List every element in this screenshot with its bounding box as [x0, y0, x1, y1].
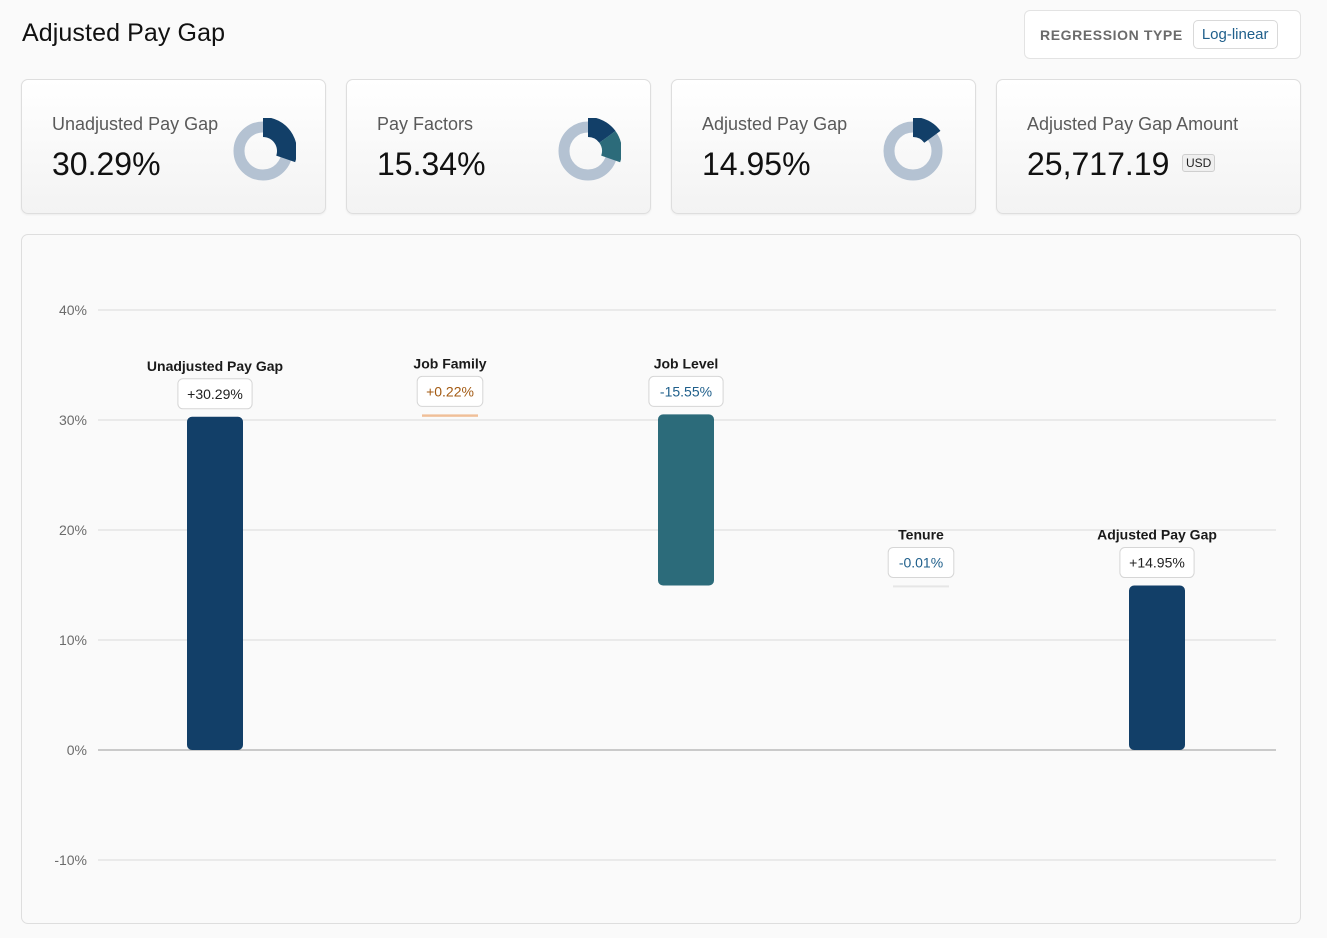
value-label: +0.22% — [426, 383, 474, 399]
kpi-label: Pay Factors — [377, 114, 474, 134]
waterfall-chart: 40% 30% 20% 10% 0% -10% +30.29% Unadjusted Pay … — [54, 302, 1276, 868]
kpi-card-adjusted-pay-gap-amount: Adjusted Pay Gap Amount 25,717.19 USD — [996, 79, 1301, 214]
value-badge — [416, 375, 484, 407]
value-label: +14.95% — [1129, 555, 1185, 571]
value-badge — [887, 546, 955, 578]
value-badge — [177, 378, 253, 410]
bar — [1129, 585, 1185, 750]
donut-segment — [599, 131, 621, 163]
kpi-card-unadjusted-pay-gap: Unadjusted Pay Gap 30.29% — [21, 79, 326, 214]
y-tick-label: 40% — [59, 302, 87, 318]
category-label: Tenure — [898, 526, 944, 542]
bar — [187, 416, 243, 750]
y-tick-label: -10% — [54, 852, 87, 868]
value-label: -15.55% — [660, 383, 712, 399]
kpi-label: Unadjusted Pay Gap — [52, 114, 219, 134]
kpi-value: 15.34% — [377, 146, 486, 182]
donut-chart-icon — [883, 118, 943, 181]
y-tick-label: 10% — [59, 632, 87, 648]
kpi-card-pay-factors: Pay Factors 15.34% — [346, 79, 651, 214]
bar — [893, 585, 949, 588]
bar — [422, 414, 478, 417]
category-label: Job Family — [413, 355, 486, 371]
kpi-value: 14.95% — [702, 146, 811, 182]
donut-segment — [913, 118, 941, 143]
y-tick-label: 20% — [59, 522, 87, 538]
donut-chart-icon — [233, 118, 296, 181]
regression-type-label: REGRESSION TYPE — [1040, 26, 1183, 43]
category-label: Job Level — [654, 355, 719, 371]
y-tick-label: 0% — [67, 742, 87, 758]
kpi-label: Adjusted Pay Gap — [702, 114, 848, 134]
kpi-card-adjusted-pay-gap: Adjusted Pay Gap 14.95% — [671, 79, 976, 214]
currency-badge: USD — [1182, 154, 1216, 172]
kpi-value: 30.29% — [52, 146, 161, 182]
regression-type-selector: REGRESSION TYPE Log-linear — [1024, 10, 1301, 59]
page-title: Adjusted Pay Gap — [22, 19, 226, 47]
value-label: -0.01% — [899, 554, 943, 570]
value-label: +30.29% — [187, 386, 243, 402]
category-label: Adjusted Pay Gap — [1097, 527, 1217, 543]
regression-type-dropdown[interactable]: Log-linear — [1192, 20, 1278, 49]
donut-segment — [263, 118, 296, 163]
category-label: Unadjusted Pay Gap — [147, 358, 283, 374]
y-tick-label: 30% — [59, 412, 87, 428]
kpi-label: Adjusted Pay Gap Amount — [1027, 114, 1239, 134]
value-badge — [1119, 547, 1195, 579]
kpi-value: 25,717.19 — [1027, 146, 1170, 182]
value-badge — [648, 375, 724, 407]
waterfall-chart-card: 40% 30% 20% 10% 0% -10% +30.29% Unadjusted Pay … — [21, 234, 1301, 924]
donut-segment-lead — [588, 118, 616, 143]
donut-chart-icon — [558, 118, 621, 181]
bar — [658, 414, 714, 586]
